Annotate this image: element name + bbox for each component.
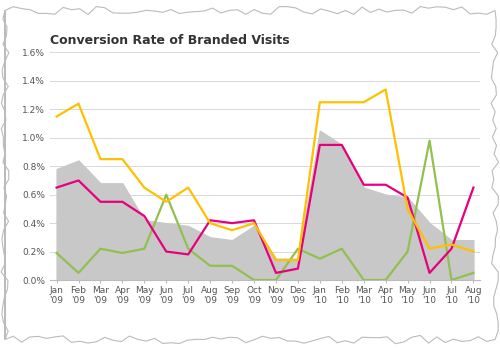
Legend: All Visits, Direct Traffic, Paid Search, Organic Search: All Visits, Direct Traffic, Paid Search,… [104,348,427,350]
Text: Conversion Rate of Branded Visits: Conversion Rate of Branded Visits [50,34,290,47]
Polygon shape [1,7,498,344]
